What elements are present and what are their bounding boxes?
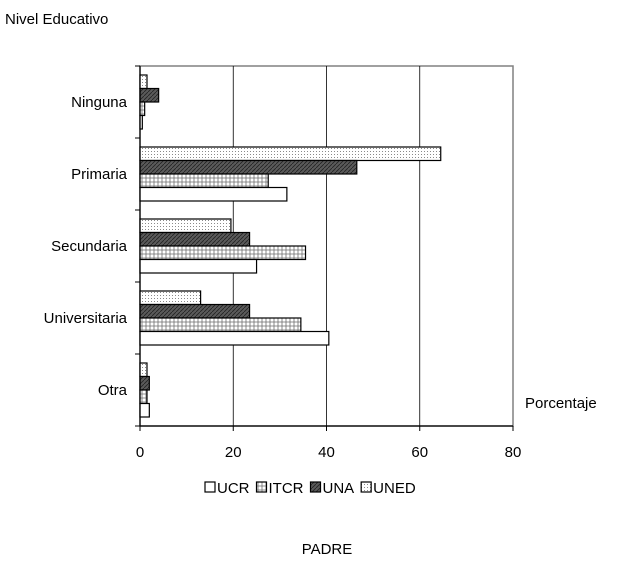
x-tick-label: 40 [318, 444, 335, 461]
legend-label: UCR [217, 480, 250, 497]
legend-swatch [204, 481, 216, 493]
legend: UCR ITCR UNA UNED [204, 480, 416, 497]
y-axis-title: Nivel Educativo [5, 11, 108, 28]
bar-itcr [139, 389, 148, 405]
bar-ucr [139, 402, 150, 418]
bar-uned [139, 146, 442, 162]
bar-una [139, 375, 150, 391]
chart-title: PADRE [302, 541, 353, 558]
bar-uned [139, 218, 232, 234]
bar-itcr [139, 245, 307, 261]
bar-una [139, 159, 358, 175]
legend-label: UNA [323, 480, 355, 497]
legend-swatch [360, 481, 372, 493]
legend-swatch [255, 481, 268, 493]
legend-label: ITCR [269, 480, 304, 497]
x-axis-title: Porcentaje [525, 395, 597, 412]
y-tick-label: Universitaria [44, 310, 128, 327]
bar-una [139, 303, 251, 319]
bar-una [139, 87, 160, 103]
y-tick-label: Ninguna [71, 94, 128, 111]
y-tick-label: Primaria [71, 166, 127, 183]
bar-itcr [139, 173, 269, 189]
axes-group: 0 20 40 60 80 Ninguna Primaria Secundaria Univer… [44, 65, 522, 461]
bars-group [139, 74, 442, 418]
bar-itcr [139, 101, 146, 117]
x-tick-label: 0 [136, 444, 144, 461]
legend-label: UNED [373, 480, 416, 497]
bar-uned [139, 362, 148, 378]
bar-una [139, 231, 251, 247]
x-tick-label: 60 [411, 444, 428, 461]
y-tick-label: Otra [98, 382, 128, 399]
bar-ucr [139, 258, 258, 274]
bar-uned [139, 290, 202, 306]
bar-ucr [139, 330, 330, 346]
x-tick-label: 80 [505, 444, 522, 461]
bar-ucr [139, 186, 288, 202]
bar-uned [139, 74, 148, 90]
x-tick-label: 20 [225, 444, 242, 461]
y-tick-label: Secundaria [51, 238, 128, 255]
bar-itcr [139, 317, 302, 333]
legend-swatch [309, 481, 322, 493]
